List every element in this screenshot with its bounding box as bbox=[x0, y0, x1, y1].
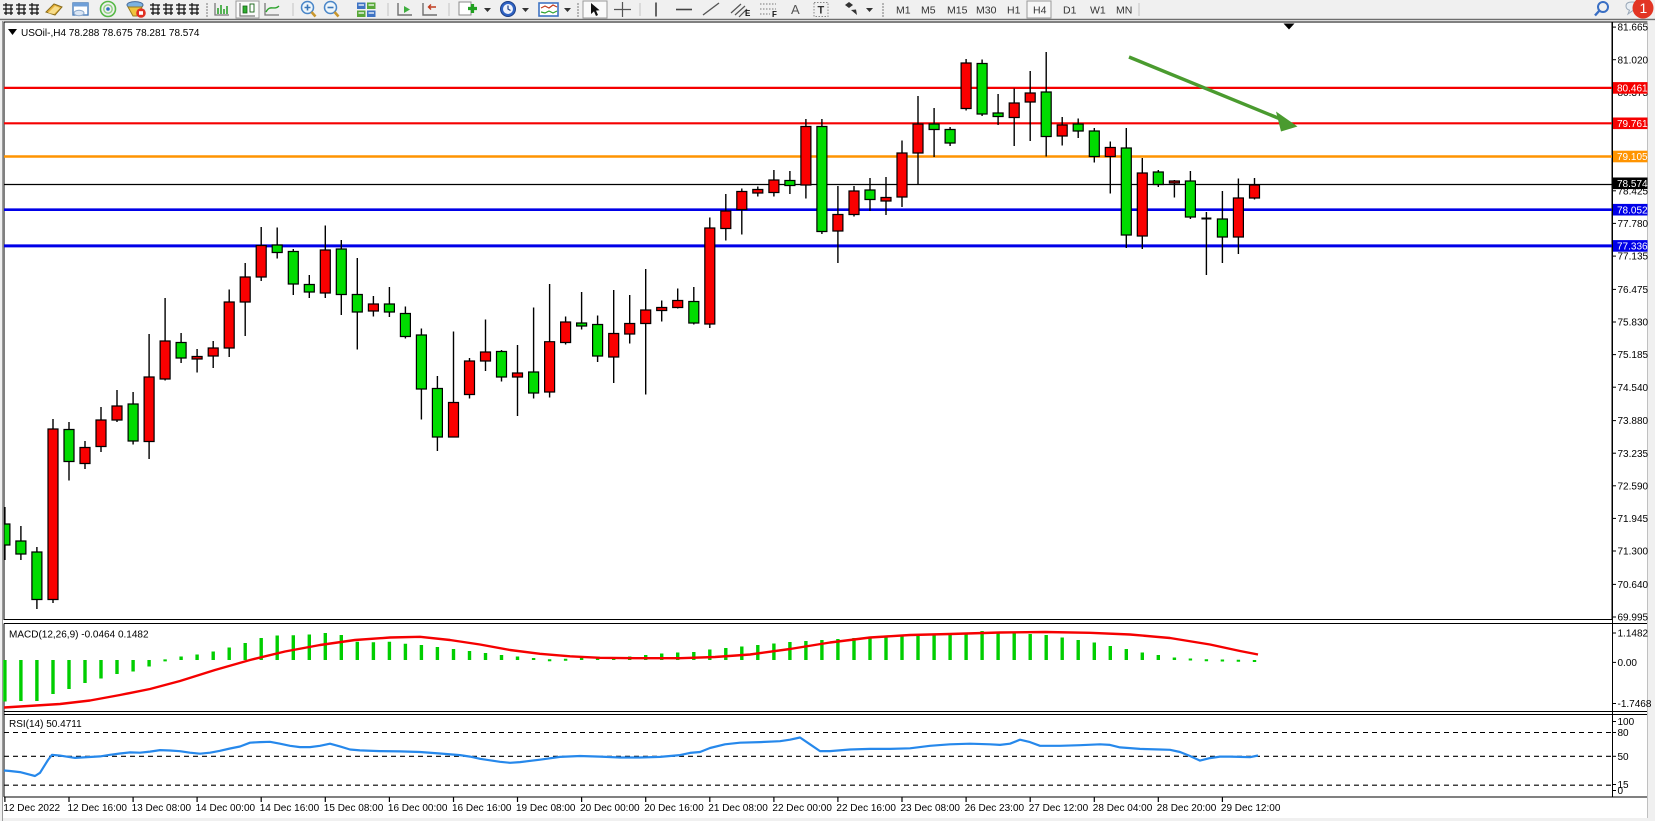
svg-text:77.780: 77.780 bbox=[1618, 219, 1649, 230]
svg-text:M15: M15 bbox=[947, 5, 968, 17]
svg-text:16 Dec 16:00: 16 Dec 16:00 bbox=[452, 803, 512, 814]
svg-text:12 Dec 16:00: 12 Dec 16:00 bbox=[68, 803, 128, 814]
svg-text:28 Dec 04:00: 28 Dec 04:00 bbox=[1093, 803, 1153, 814]
svg-text:50: 50 bbox=[1618, 752, 1630, 763]
svg-text:77.135: 77.135 bbox=[1618, 252, 1649, 263]
svg-text:81.020: 81.020 bbox=[1618, 55, 1649, 66]
svg-text:20 Dec 00:00: 20 Dec 00:00 bbox=[580, 803, 640, 814]
svg-text:69.995: 69.995 bbox=[1618, 613, 1649, 624]
svg-text:H1: H1 bbox=[1007, 5, 1021, 17]
svg-text:13 Dec 08:00: 13 Dec 08:00 bbox=[132, 803, 192, 814]
svg-text:19 Dec 08:00: 19 Dec 08:00 bbox=[516, 803, 576, 814]
svg-text:27 Dec 12:00: 27 Dec 12:00 bbox=[1029, 803, 1089, 814]
svg-text:81.665: 81.665 bbox=[1618, 23, 1649, 34]
svg-text:0.00: 0.00 bbox=[1618, 658, 1638, 669]
svg-text:RSI(14) 50.4711: RSI(14) 50.4711 bbox=[9, 719, 82, 730]
svg-text:1.1482: 1.1482 bbox=[1618, 629, 1649, 640]
svg-text:78.052: 78.052 bbox=[1617, 205, 1648, 216]
svg-text:78.574: 78.574 bbox=[1617, 179, 1648, 190]
svg-text:28 Dec 20:00: 28 Dec 20:00 bbox=[1157, 803, 1217, 814]
svg-text:79.105: 79.105 bbox=[1617, 152, 1648, 163]
svg-text:71.945: 71.945 bbox=[1618, 514, 1649, 525]
svg-text:70.640: 70.640 bbox=[1618, 580, 1649, 591]
svg-text:15 Dec 08:00: 15 Dec 08:00 bbox=[324, 803, 384, 814]
svg-text:76.475: 76.475 bbox=[1618, 285, 1649, 296]
svg-text:21 Dec 08:00: 21 Dec 08:00 bbox=[708, 803, 768, 814]
svg-text:100: 100 bbox=[1618, 717, 1635, 728]
svg-text:M30: M30 bbox=[976, 5, 997, 17]
svg-text:14 Dec 00:00: 14 Dec 00:00 bbox=[196, 803, 256, 814]
svg-text:26 Dec 23:00: 26 Dec 23:00 bbox=[965, 803, 1025, 814]
svg-text:D1: D1 bbox=[1063, 5, 1077, 17]
svg-text:MN: MN bbox=[1116, 5, 1132, 17]
svg-text:H4: H4 bbox=[1033, 5, 1047, 17]
svg-text:A: A bbox=[791, 2, 800, 17]
svg-text:M1: M1 bbox=[896, 5, 911, 17]
svg-text:1: 1 bbox=[1640, 0, 1648, 16]
svg-text:80.461: 80.461 bbox=[1617, 84, 1648, 95]
svg-text:F: F bbox=[772, 10, 777, 19]
svg-text:71.300: 71.300 bbox=[1618, 547, 1649, 558]
svg-text:22 Dec 16:00: 22 Dec 16:00 bbox=[836, 803, 896, 814]
svg-text:75.830: 75.830 bbox=[1618, 318, 1649, 329]
svg-text:14 Dec 16:00: 14 Dec 16:00 bbox=[260, 803, 320, 814]
svg-text:W1: W1 bbox=[1090, 5, 1106, 17]
svg-text:75.185: 75.185 bbox=[1618, 350, 1649, 361]
svg-text:79.761: 79.761 bbox=[1617, 119, 1648, 130]
svg-text:E: E bbox=[745, 9, 751, 18]
svg-text:73.880: 73.880 bbox=[1618, 416, 1649, 427]
svg-text:22 Dec 00:00: 22 Dec 00:00 bbox=[772, 803, 832, 814]
svg-text:77.336: 77.336 bbox=[1617, 242, 1648, 253]
svg-text:-1.7468: -1.7468 bbox=[1618, 699, 1652, 710]
svg-text:20 Dec 16:00: 20 Dec 16:00 bbox=[644, 803, 704, 814]
svg-text:T: T bbox=[818, 5, 825, 17]
svg-text:23 Dec 08:00: 23 Dec 08:00 bbox=[901, 803, 961, 814]
svg-text:73.235: 73.235 bbox=[1618, 449, 1649, 460]
svg-text:29 Dec 12:00: 29 Dec 12:00 bbox=[1221, 803, 1281, 814]
svg-text:0: 0 bbox=[1618, 786, 1624, 797]
svg-text:74.540: 74.540 bbox=[1618, 383, 1649, 394]
svg-text:M5: M5 bbox=[921, 5, 936, 17]
svg-text:80: 80 bbox=[1618, 728, 1630, 739]
svg-text:12 Dec 2022: 12 Dec 2022 bbox=[3, 803, 60, 814]
svg-text:72.590: 72.590 bbox=[1618, 481, 1649, 492]
svg-text:USOil-,H4 78.288 78.675 78.28: USOil-,H4 78.288 78.675 78.281 78.574 bbox=[21, 28, 200, 39]
svg-text:MACD(12,26,9) -0.0464 0.1482: MACD(12,26,9) -0.0464 0.1482 bbox=[9, 630, 149, 641]
svg-text:16 Dec 00:00: 16 Dec 00:00 bbox=[388, 803, 448, 814]
